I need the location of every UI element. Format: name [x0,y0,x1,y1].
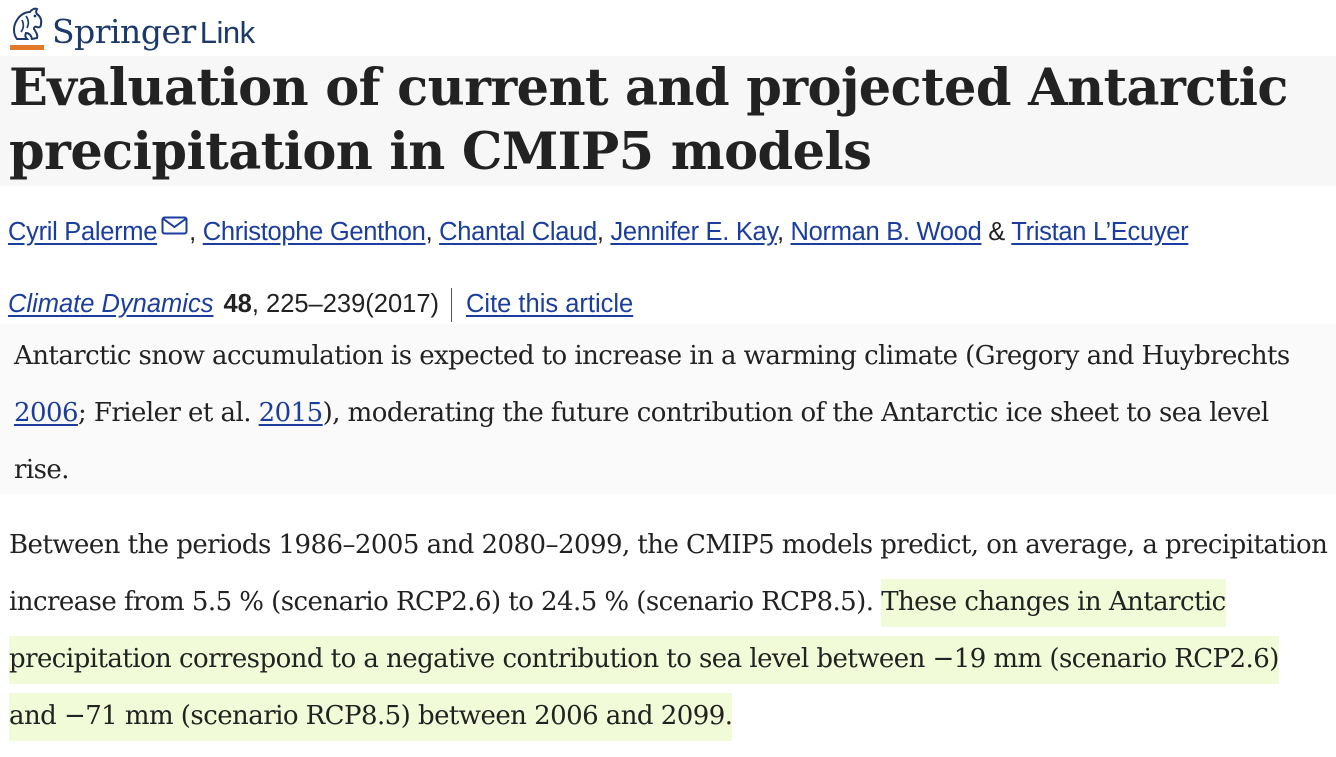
excerpt-text: ), moderating the future contribution of… [14,398,1269,485]
springer-link-logo[interactable]: Springer Link [8,6,255,54]
article-title: Evaluation of current and projected Anta… [9,58,1288,182]
author-separator: & [981,218,1012,246]
logo-wordmark: Springer Link [52,14,255,51]
journal-volume: 48 [223,290,252,318]
author-link[interactable]: Chantal Claud [439,218,597,246]
author-link[interactable]: Jennifer E. Kay [610,218,777,246]
reference-link[interactable]: 2015 [258,398,324,428]
excerpt-text: ; Frieler et al. [77,398,259,428]
logo-suffix: Link [199,15,255,50]
excerpt-text: Between the periods 1986–2005 and 2080–2… [9,530,1328,617]
author-link[interactable]: Tristan L’Ecuyer [1011,218,1189,246]
author-link[interactable]: Christophe Genthon [202,218,426,246]
author-list: Cyril Palerme, Christophe Genthon, Chant… [8,212,1333,252]
author-separator: , [776,218,791,246]
excerpt-text: Antarctic snow accumulation is expected … [14,341,1290,371]
cite-article-link[interactable]: Cite this article [466,290,634,318]
highlighted-text: These changes in Antarctic precipitation… [9,579,1279,741]
logo-brand: Springer [52,12,196,51]
journal-pages-year: , 225–239(2017) [251,290,439,318]
author-link[interactable]: Norman B. Wood [790,218,982,246]
author-separator: , [425,218,440,246]
excerpt-paragraph-1: Antarctic snow accumulation is expected … [14,328,1330,499]
divider [451,288,452,323]
author-separator: , [596,218,611,246]
journal-citation: Climate Dynamics 48, 225–239(2017) Cite th… [8,284,1008,324]
email-icon[interactable] [161,216,189,236]
author-separator: , [189,218,203,246]
excerpt-background [0,324,1336,494]
journal-name-link[interactable]: Climate Dynamics [8,290,214,318]
springer-horse-icon [10,7,44,50]
author-link[interactable]: Cyril Palerme [8,218,158,246]
excerpt-paragraph-2: Between the periods 1986–2005 and 2080–2… [9,517,1331,745]
title-background [0,56,1336,186]
reference-link[interactable]: 2006 [14,398,79,428]
